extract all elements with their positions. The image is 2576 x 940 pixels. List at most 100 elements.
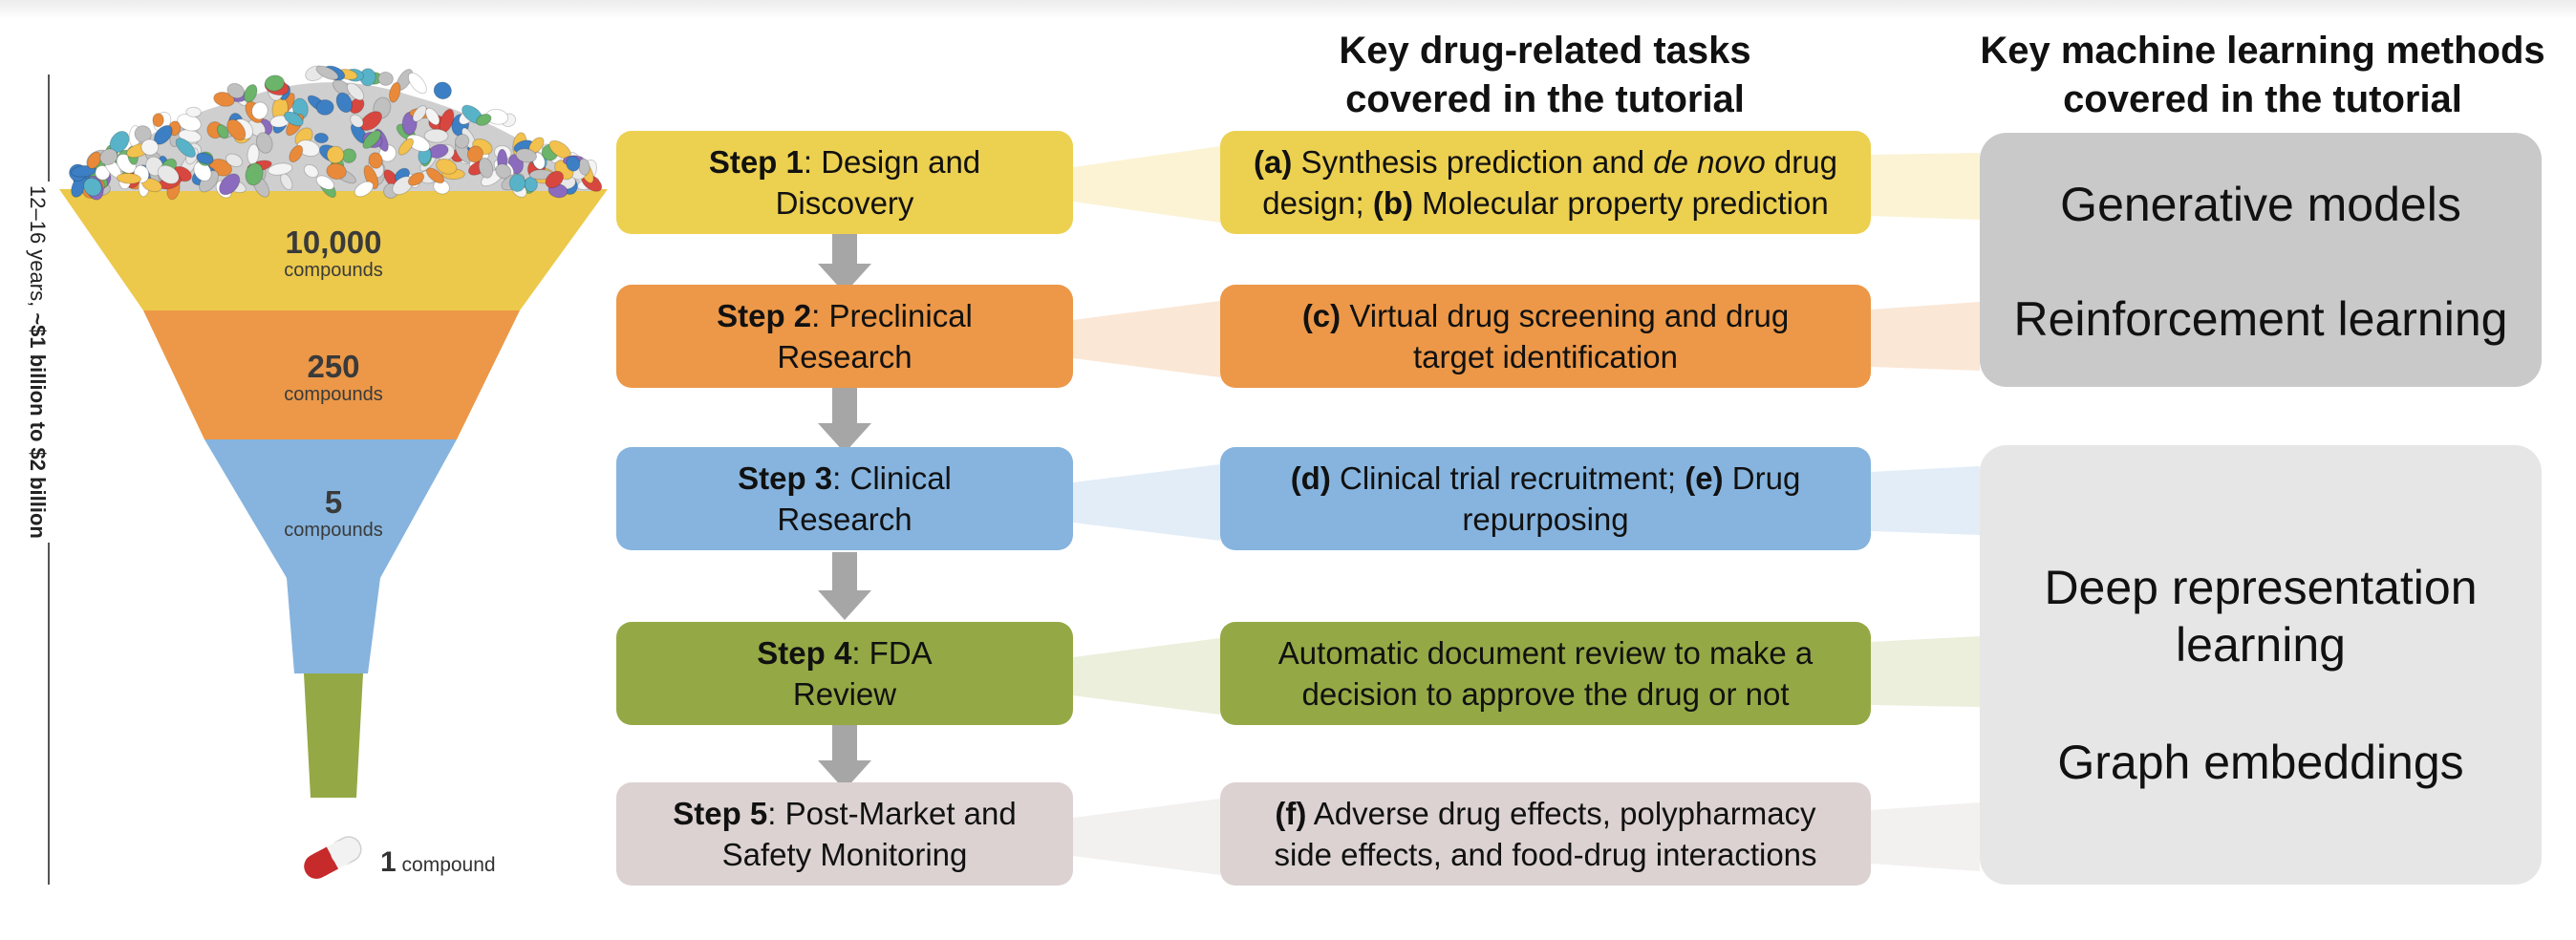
pill-icon: [368, 152, 383, 169]
connector-step4-task: [1073, 638, 1220, 715]
timeline-label: 12–16 years, ~$1 billion to $2 billion: [25, 182, 50, 543]
pill-icon: [423, 128, 449, 143]
step-4-title-1: : FDA: [851, 635, 933, 671]
pill-icon: [315, 65, 339, 80]
task-3-box: (d) Clinical trial recruitment; (e) Drug…: [1220, 447, 1871, 550]
pill-icon: [303, 164, 319, 179]
pill-icon: [354, 181, 375, 198]
step-5-label: Step 5: [673, 796, 768, 831]
pill-pile: [69, 65, 603, 201]
arrow-step2-to-step3: [818, 387, 871, 453]
connector-step2-task: [1073, 301, 1220, 377]
pill-icon: [425, 107, 440, 126]
pill-icon: [243, 83, 258, 103]
pill-icon: [315, 98, 334, 116]
pill-icon: [175, 138, 196, 159]
task-5-box: (f) Adverse drug effects, polypharmacy si…: [1220, 782, 1871, 886]
task-4-box: Automatic document review to make a decis…: [1220, 622, 1871, 725]
pill-icon: [245, 162, 264, 186]
task-c-line-1: Virtual drug screening and drug: [1341, 298, 1790, 333]
pill-icon: [377, 71, 394, 86]
pill-icon: [406, 134, 431, 153]
pill-icon: [196, 152, 214, 165]
funnel-stage-3: [204, 439, 457, 673]
connector-task3-method: [1871, 466, 1980, 535]
step-5-box: Step 5: Post-Market and Safety Monitoring: [616, 782, 1073, 886]
pill-icon: [478, 157, 494, 179]
task-e-text: Drug: [1723, 460, 1801, 496]
pill-icon: [71, 164, 97, 178]
method-group-bottom: [1980, 445, 2542, 885]
tasks-header: Key drug-related tasks covered in the tu…: [1215, 27, 1875, 124]
task-d-tag: (d): [1290, 460, 1331, 496]
task-a-tag: (a): [1254, 144, 1293, 180]
pill-icon: [289, 144, 304, 163]
step-4-label: Step 4: [757, 635, 852, 671]
funnel-label-stage-2: 250 compounds: [238, 349, 429, 406]
pill-icon: [346, 82, 365, 101]
pill-icon: [264, 75, 285, 92]
capsule-icon: [304, 836, 362, 879]
arrow-step4-to-step5: [818, 724, 871, 790]
connector-task1-method: [1871, 153, 1980, 220]
task-2-box: (c) Virtual drug screening and drug targe…: [1220, 285, 1871, 388]
timeline-cost: ~$1 billion to $2 billion: [26, 312, 50, 539]
methods-header-line-1: Key machine learning methods: [1980, 30, 2545, 72]
task-f-line-2: side effects, and food-drug interactions: [1274, 837, 1817, 872]
pill-icon: [412, 105, 427, 122]
pill-icon: [335, 92, 353, 114]
task-e-tag: (e): [1685, 460, 1724, 496]
method-reinforcement-learning: Reinforcement learning: [2013, 292, 2508, 346]
task-b-prefix: design;: [1262, 185, 1373, 221]
pill-icon: [476, 113, 492, 126]
pill-icon: [433, 81, 452, 100]
pill-icon: [545, 170, 565, 189]
pill-icon: [326, 162, 347, 181]
pill-icon: [566, 155, 581, 172]
pill-icon: [219, 173, 241, 196]
pill-icon: [407, 72, 427, 95]
step-4-title-2: Review: [792, 676, 897, 712]
task-d-text: Clinical trial recruitment;: [1330, 460, 1685, 496]
step-1-title-1: : Design and: [803, 144, 981, 180]
pill-icon: [140, 139, 160, 156]
step-1-title-2: Discovery: [775, 185, 914, 221]
step-1-label: Step 1: [708, 144, 804, 180]
pill-icon: [226, 82, 246, 99]
pill-icon: [216, 123, 229, 139]
funnel-count: 5: [324, 484, 343, 520]
pill-icon: [363, 164, 379, 190]
funnel-count: 10,000: [285, 224, 382, 260]
step-3-title-1: : Clinical: [832, 460, 952, 496]
pill-icon: [152, 113, 164, 128]
pill-icon: [296, 139, 320, 158]
pill-icon: [226, 118, 247, 141]
pill-icon: [332, 78, 352, 96]
pill-icon: [341, 148, 357, 163]
task-1-box: (a) Synthesis prediction and de novo dru…: [1220, 131, 1871, 234]
final-compound-count: 1: [380, 846, 397, 878]
step-5-title-1: : Post-Market and: [767, 796, 1017, 831]
pill-icon: [435, 158, 458, 175]
pill-icon: [315, 175, 335, 190]
connector-step5-task: [1073, 799, 1220, 875]
step-3-title-2: Research: [777, 502, 912, 537]
arrow-step3-to-step4: [818, 552, 871, 620]
funnel-count: 250: [307, 349, 360, 384]
pill-icon: [225, 153, 244, 168]
funnel-unit: compounds: [284, 520, 383, 541]
pill-icon: [268, 162, 293, 176]
pill-icon: [454, 133, 470, 149]
funnel-unit: compounds: [284, 260, 383, 281]
task-c-line-2: target identification: [1412, 339, 1678, 374]
funnel-stage-2: [143, 310, 520, 439]
step-2-box: Step 2: Preclinical Research: [616, 285, 1073, 388]
pill-icon: [397, 138, 415, 156]
pill-icon: [87, 151, 102, 169]
pill-icon: [425, 167, 445, 184]
connector-task2-method: [1871, 302, 1980, 371]
step-5-title-2: Safety Monitoring: [721, 837, 968, 872]
task-4-line-1: Automatic document review to make a: [1277, 635, 1814, 671]
funnel-stage-1: [59, 189, 608, 310]
